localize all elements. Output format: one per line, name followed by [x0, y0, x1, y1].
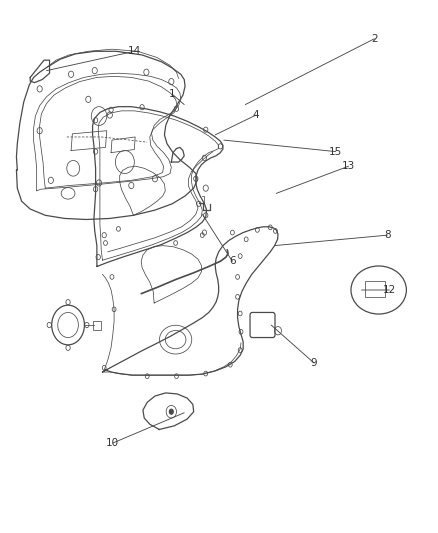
Text: 9: 9 — [310, 358, 317, 368]
Text: 4: 4 — [252, 110, 259, 120]
Text: 10: 10 — [106, 438, 119, 448]
Text: 2: 2 — [370, 34, 377, 44]
Text: 13: 13 — [341, 161, 354, 171]
Text: 12: 12 — [382, 285, 395, 295]
Text: 6: 6 — [229, 256, 235, 266]
Text: 1: 1 — [169, 89, 175, 99]
Text: 8: 8 — [383, 230, 390, 240]
Circle shape — [168, 409, 173, 415]
Text: 15: 15 — [328, 147, 342, 157]
Text: 14: 14 — [127, 46, 141, 56]
